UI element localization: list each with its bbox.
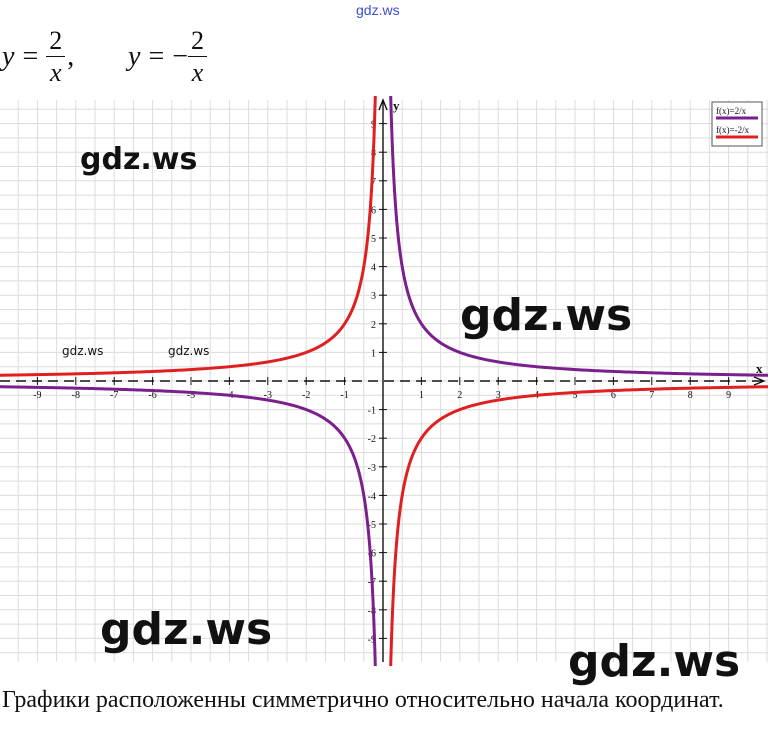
y-tick-label: 2 xyxy=(371,320,376,331)
x-tick-label: 5 xyxy=(573,390,578,401)
x-tick-label: 8 xyxy=(688,390,693,401)
hyperbola-chart: -9 -8 -7 -6 -5 -4 -3 -2 -1 1 2 3 4 5 6 7 8 9987654321-1-2… xyxy=(0,96,768,666)
y-tick-label: 6 xyxy=(371,205,376,216)
curve-negative-k-left-branch xyxy=(0,96,377,377)
x-tick-label: -3 xyxy=(264,390,272,401)
y-tick-label: -3 xyxy=(368,463,376,474)
y-tick-label: -1 xyxy=(368,406,376,417)
formula-denominator: x xyxy=(191,58,204,87)
x-axis-arrow xyxy=(753,376,766,386)
y-tick-label: -9 xyxy=(368,634,376,645)
x-tick-label: 2 xyxy=(457,390,462,401)
watermark: gdz.ws xyxy=(80,142,198,177)
y-tick-label: 5 xyxy=(371,234,376,245)
x-tick-label: -8 xyxy=(72,390,80,401)
y-axis-label: y xyxy=(393,98,400,113)
y-axis-arrow xyxy=(378,98,388,111)
formula-equals: = xyxy=(148,41,165,72)
formula-lhs: y xyxy=(128,41,141,72)
y-tick-label: -6 xyxy=(368,549,376,560)
y-tick-label: 1 xyxy=(371,348,376,359)
x-tick-label: 7 xyxy=(649,390,654,401)
formula-fraction: 2 x xyxy=(46,28,66,87)
x-tick-label: 6 xyxy=(611,390,616,401)
curve-positive-k-left-branch xyxy=(0,385,377,666)
watermark: gdz.ws xyxy=(100,604,273,655)
y-tick-label: 4 xyxy=(371,263,376,274)
x-tick-label: 3 xyxy=(496,390,501,401)
legend-entry-label: f(x)=2/x xyxy=(716,106,747,116)
x-tick-label: -9 xyxy=(33,390,41,401)
x-tick-label: -7 xyxy=(110,390,118,401)
formula-numerator: 2 xyxy=(188,28,208,57)
y-tick-label: -8 xyxy=(368,606,376,617)
formula-positive: y = 2 x , xyxy=(2,28,74,86)
formula-minus-sign: − xyxy=(172,41,189,72)
x-tick-label: -5 xyxy=(187,390,195,401)
formula-fraction: 2 x xyxy=(188,28,208,87)
x-tick-label: 9 xyxy=(726,390,731,401)
curve-negative-k-right-branch xyxy=(389,385,768,666)
x-axis-label: x xyxy=(756,361,763,376)
y-tick-label: -5 xyxy=(368,520,376,531)
legend-entry-label: f(x)=-2/x xyxy=(716,125,750,135)
formula-denominator: x xyxy=(49,58,62,87)
y-tick-label: 3 xyxy=(371,291,376,302)
x-tick-label: -2 xyxy=(302,390,310,401)
y-tick-label: -4 xyxy=(368,491,376,502)
x-tick-label: 1 xyxy=(419,390,424,401)
legend-box xyxy=(711,101,763,147)
formula-equals: = xyxy=(22,41,39,72)
y-tick-label: 7 xyxy=(371,177,376,188)
caption-text: Графики расположенны симметрично относит… xyxy=(2,687,724,713)
formula-negative: y = − 2 x xyxy=(128,28,208,87)
watermark-top: gdz.ws xyxy=(356,2,400,18)
formula-comma: , xyxy=(67,41,75,72)
x-tick-label: -6 xyxy=(148,390,156,401)
y-tick-label: -2 xyxy=(368,434,376,445)
watermark: gdz.ws xyxy=(568,636,741,687)
formula-lhs: y xyxy=(2,41,15,72)
watermark-small: gdz.ws xyxy=(168,344,210,358)
curve-positive-k-right-branch xyxy=(389,96,768,377)
watermark: gdz.ws xyxy=(460,290,633,341)
watermark-small: gdz.ws xyxy=(62,344,104,358)
formula-numerator: 2 xyxy=(46,28,66,57)
x-tick-label: -1 xyxy=(340,390,348,401)
